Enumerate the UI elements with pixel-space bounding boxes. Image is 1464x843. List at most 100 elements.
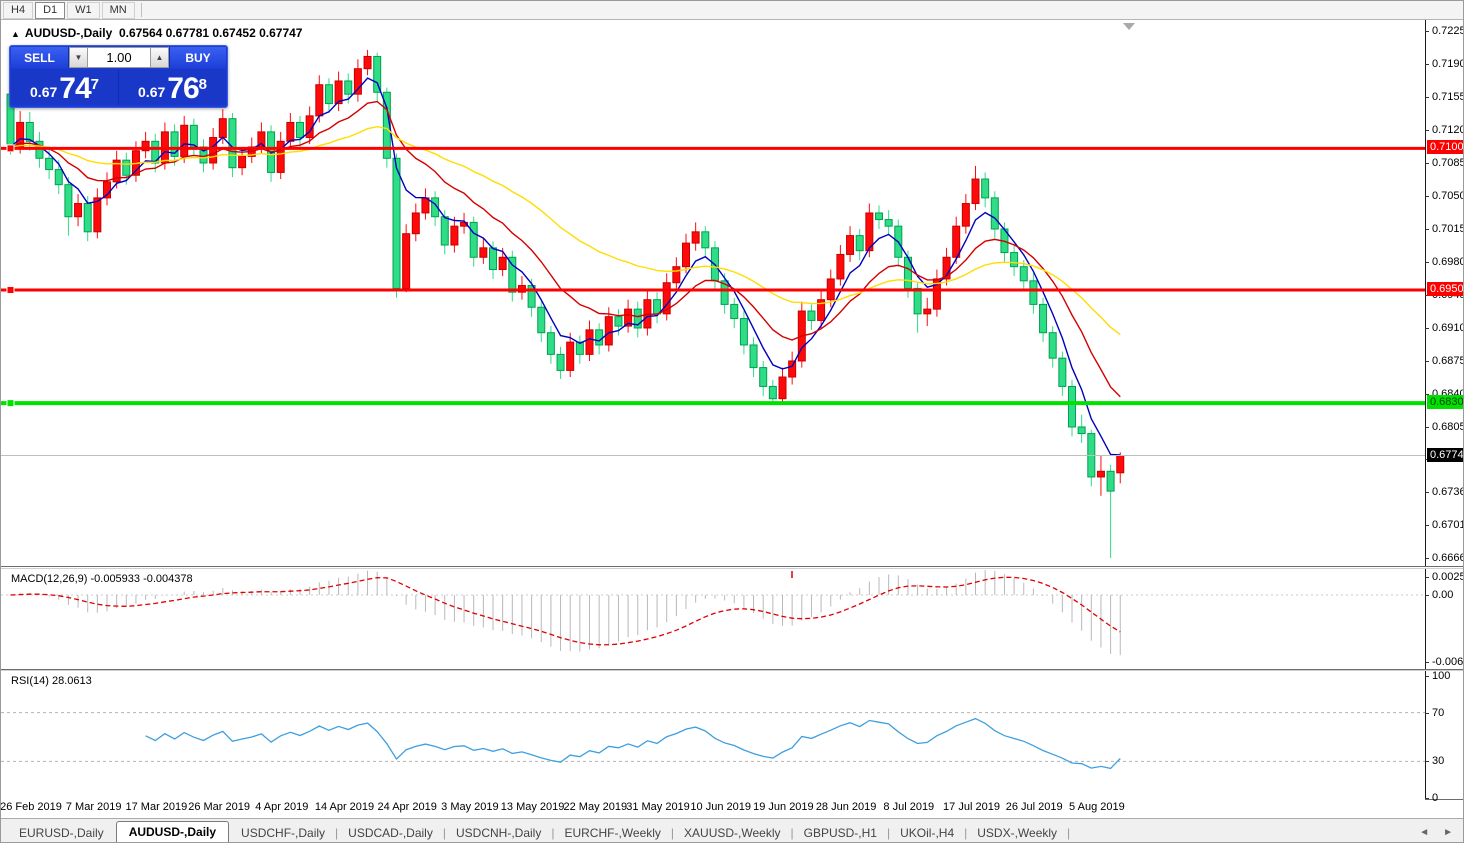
axis-tick [1425, 360, 1429, 362]
timeframe-button-mn[interactable]: MN [101, 1, 135, 19]
date-tick-label: 7 Mar 2019 [65, 801, 122, 813]
price-tick-label: 0.68750 [1432, 354, 1463, 367]
price-axis-line [1425, 20, 1426, 566]
tab-separator: | [442, 826, 446, 840]
axis-tick [1425, 327, 1429, 329]
toolbar-divider [140, 3, 142, 17]
sell-price-small: 0.67 [30, 84, 58, 100]
date-tick-label: 8 Jul 2019 [883, 801, 935, 813]
price-tick-label: 0.71200 [1432, 123, 1463, 136]
chart-tab-eurusddaily[interactable]: EURUSD-,Daily [19, 826, 104, 840]
chart-title-symbol: AUDUSD-,Daily [24, 26, 113, 40]
volume-input[interactable] [88, 47, 150, 68]
tab-scroll-right-icon[interactable]: ► [1443, 826, 1453, 838]
chart-tab-usdcnhdaily[interactable]: USDCNH-,Daily [455, 826, 542, 840]
chart-title-ohlc: 0.67564 0.67781 0.67452 0.67747 [118, 26, 303, 40]
date-tick-label: 24 Apr 2019 [377, 801, 437, 813]
chart-title: ▲ AUDUSD-,Daily 0.67564 0.67781 0.67452 0… [11, 26, 302, 40]
rsi-axis-line [1425, 671, 1426, 799]
axis-tick [1425, 798, 1429, 799]
timeframe-button-h4[interactable]: H4 [3, 1, 34, 19]
rsi-name: RSI(14) [11, 675, 49, 687]
axis-tick [1425, 525, 1429, 527]
chart-tab-gbpusdh1[interactable]: GBPUSD-,H1 [803, 826, 877, 840]
buy-button[interactable]: BUY [169, 47, 226, 68]
hline-price-tag: 0.69503 [1427, 281, 1463, 296]
buy-price-small: 0.67 [138, 84, 166, 100]
volume-decrease-button[interactable]: ▼ [69, 47, 88, 68]
axis-tick [1425, 492, 1429, 494]
macd-label: MACD(12,26,9) -0.005933 -0.004378 [11, 573, 193, 585]
axis-tick [1425, 228, 1429, 230]
chart-tab-usdxweekly[interactable]: USDX-,Weekly [977, 826, 1058, 840]
tab-separator: | [551, 826, 555, 840]
chart-shift-marker-icon [1123, 23, 1135, 30]
date-tick-label: 28 Jun 2019 [815, 801, 877, 813]
chart-tab-usdcaddaily[interactable]: USDCAD-,Daily [348, 826, 433, 840]
date-tick-label: 13 May 2019 [500, 801, 565, 813]
axis-tick [1425, 761, 1429, 763]
axis-tick [1425, 129, 1429, 131]
axis-tick [1425, 676, 1429, 677]
axis-tick [1425, 393, 1429, 395]
macd-axis-zero: 0.00 [1432, 589, 1454, 601]
chart-tab-audusddaily[interactable]: AUDUSD-,Daily [115, 821, 230, 842]
price-tick-label: 0.70150 [1432, 222, 1463, 235]
date-tick-label: 14 Apr 2019 [314, 801, 375, 813]
chart-tab-eurchfweekly[interactable]: EURCHF-,Weekly [564, 826, 661, 840]
tab-scroll-left-icon[interactable]: ◄ [1419, 826, 1430, 838]
axis-tick [1425, 261, 1429, 263]
sell-price-display[interactable]: 0.67 74 7 [11, 69, 119, 105]
price-tick-label: 0.66660 [1432, 552, 1463, 565]
axis-tick [1425, 31, 1429, 32]
chart-tab-bar: EURUSD-,Daily AUDUSD-,Daily USDCHF-,Daily |… [1, 818, 1463, 842]
date-tick-label: 19 Jun 2019 [753, 801, 814, 813]
date-tick-label: 31 May 2019 [626, 801, 690, 813]
timeframe-button-w1[interactable]: W1 [67, 1, 100, 19]
sell-price-big: 74 [59, 72, 91, 105]
price-tick-label: 0.72250 [1432, 25, 1463, 37]
date-tick-label: 17 Mar 2019 [125, 801, 188, 813]
rsi-axis-70: 70 [1432, 706, 1445, 719]
buy-price-display[interactable]: 0.67 76 8 [119, 69, 226, 105]
date-tick-label: 4 Apr 2019 [255, 801, 309, 813]
rsi-label: RSI(14) 28.0613 [11, 675, 92, 687]
macd-plot[interactable] [1, 569, 1425, 669]
price-tick-label: 0.68050 [1432, 420, 1463, 433]
date-tick-label: 22 May 2019 [563, 801, 628, 813]
price-tick-label: 0.71900 [1432, 57, 1463, 70]
axis-tick [1425, 577, 1429, 578]
tab-separator: | [335, 826, 339, 840]
sell-price-sup: 7 [90, 76, 99, 93]
hline-price-tag: 0.71005 [1427, 140, 1463, 155]
collapse-arrow-icon[interactable]: ▲ [11, 29, 20, 39]
tab-separator: | [1067, 826, 1071, 840]
rsi-plot[interactable] [1, 671, 1425, 799]
tab-separator: | [790, 826, 794, 840]
axis-tick [1425, 195, 1429, 197]
buy-price-sup: 8 [198, 76, 207, 93]
one-click-trade-panel: SELL ▼ ▲ BUY 0.67 74 7 0.67 76 8 [9, 45, 228, 108]
chart-tab-usdchfdaily[interactable]: USDCHF-,Daily [241, 826, 326, 840]
axis-tick [1425, 595, 1429, 596]
volume-increase-button[interactable]: ▲ [150, 47, 169, 68]
rsi-pane[interactable]: RSI(14) 28.0613 100 70 30 0 [1, 670, 1463, 804]
chart-tab-xauusdweekly[interactable]: XAUUSD-,Weekly [684, 826, 781, 840]
buy-price-big: 76 [167, 72, 199, 105]
macd-pane[interactable]: MACD(12,26,9) -0.005933 -0.004378 0.0025… [1, 568, 1463, 670]
chart-tab-ukoilh4[interactable]: UKOil-,H4 [900, 826, 955, 840]
main-chart-pane[interactable]: ▲ AUDUSD-,Daily 0.67564 0.67781 0.67452 0… [1, 20, 1463, 567]
axis-tick [1425, 162, 1429, 164]
timeframe-button-d1[interactable]: D1 [35, 1, 66, 19]
macd-axis-line [1425, 569, 1426, 669]
date-tick-label: 26 Mar 2019 [188, 801, 250, 813]
tab-separator: | [886, 826, 891, 840]
candlestick-chart[interactable] [1, 20, 1425, 566]
rsi-axis-0: 0 [1432, 792, 1439, 804]
axis-tick [1425, 712, 1429, 714]
price-tick-label: 0.69800 [1432, 255, 1463, 268]
sell-button[interactable]: SELL [11, 47, 69, 68]
macd-axis-max: 0.002574 [1432, 571, 1463, 583]
current-price-tag: 0.67747 [1427, 447, 1463, 462]
